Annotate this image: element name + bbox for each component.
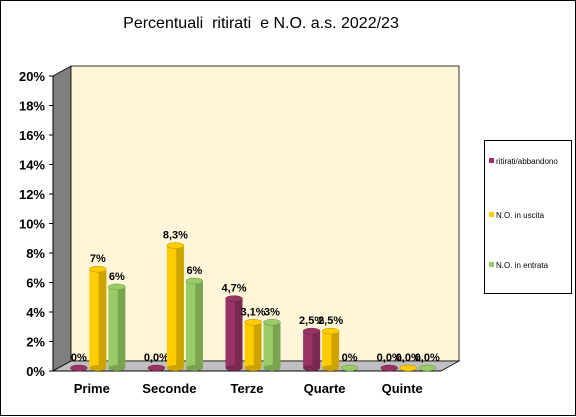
- bar-top: [380, 364, 398, 372]
- x-tick-label: Seconde: [142, 381, 196, 396]
- data-label: 3%: [264, 306, 280, 318]
- bar-shade: [272, 322, 281, 368]
- legend-item: N.O. in uscita: [489, 211, 571, 221]
- data-label: 0,0%: [144, 352, 169, 364]
- bar-shade: [234, 298, 243, 368]
- data-label: 2,5%: [299, 315, 324, 327]
- legend-swatch: [489, 212, 494, 217]
- bar-top: [147, 364, 166, 372]
- bar-base: [166, 365, 184, 371]
- legend-label: ritirati/abbandono: [496, 157, 558, 166]
- data-label: 6%: [109, 271, 125, 283]
- y-tick-label: 4%: [26, 305, 45, 320]
- data-label: 0%: [71, 352, 87, 364]
- bar-shade: [98, 269, 107, 368]
- y-tick-label: 10%: [19, 217, 45, 232]
- data-label: 2,5%: [318, 315, 343, 327]
- data-label: 8,3%: [163, 230, 188, 242]
- y-tick-label: 20%: [19, 69, 45, 84]
- bar-shade: [253, 322, 262, 368]
- bar-top: [185, 277, 204, 285]
- bar-shade: [195, 280, 203, 368]
- x-tick-label: Quarte: [304, 381, 346, 396]
- bar-base: [108, 365, 126, 371]
- y-tick-label: 2%: [26, 335, 45, 350]
- bar-shade: [331, 331, 340, 368]
- y-tick-label: 6%: [26, 276, 45, 291]
- bar-base: [244, 365, 262, 371]
- x-tick-label: Quinte: [382, 381, 423, 396]
- x-tick-label: Prime: [74, 381, 110, 396]
- data-label: 0,0%: [396, 352, 421, 364]
- legend: ritirati/abbandono N.O. in uscita N.O. in …: [484, 140, 572, 294]
- side-wall: [52, 65, 72, 372]
- legend-swatch: [489, 262, 494, 267]
- legend-item: ritirati/abbandono: [489, 157, 571, 167]
- y-tick-label: 14%: [19, 158, 45, 173]
- y-tick-label: 18%: [19, 99, 45, 114]
- legend-label: N.O. in uscita: [496, 211, 545, 220]
- data-label: 0%: [342, 352, 358, 364]
- bar-base: [303, 365, 321, 371]
- data-label: 6%: [186, 265, 202, 277]
- x-tick-label: Terze: [231, 381, 264, 396]
- bar-top: [418, 364, 436, 372]
- bar-top: [302, 327, 321, 335]
- bar-base: [322, 365, 340, 371]
- y-tick-label: 0%: [26, 364, 45, 379]
- bar-top: [89, 265, 107, 273]
- bar-top: [399, 364, 417, 372]
- bar-top: [108, 283, 126, 291]
- bar-top: [263, 319, 281, 326]
- y-tick-label: 16%: [19, 128, 45, 143]
- bar-shade: [176, 245, 184, 368]
- data-label: 3,1%: [240, 306, 265, 318]
- back-wall: [70, 65, 460, 362]
- bar-top: [321, 327, 340, 335]
- bar-top: [70, 364, 88, 372]
- bar-base: [185, 365, 203, 371]
- chart-title: Percentuali ritirati e N.O. a.s. 2022/23: [123, 15, 399, 32]
- bar-shade: [117, 286, 126, 368]
- bar-top: [225, 295, 243, 302]
- bar-top: [340, 364, 359, 372]
- bar-shade: [312, 331, 321, 368]
- y-tick-label: 8%: [26, 246, 45, 261]
- bar-top: [166, 242, 185, 249]
- bar-base: [89, 365, 107, 371]
- data-label: 0,0%: [377, 352, 402, 364]
- data-label: 0,0%: [415, 352, 440, 364]
- bar-base: [225, 365, 243, 371]
- bar-top: [244, 319, 262, 326]
- legend-item: N.O. in entrata: [489, 261, 571, 271]
- legend-label: N.O. in entrata: [496, 261, 549, 270]
- y-tick-label: 12%: [19, 187, 45, 202]
- legend-swatch: [489, 158, 494, 163]
- data-label: 7%: [90, 253, 106, 265]
- data-label: 4,7%: [221, 283, 246, 295]
- bar-base: [263, 365, 281, 371]
